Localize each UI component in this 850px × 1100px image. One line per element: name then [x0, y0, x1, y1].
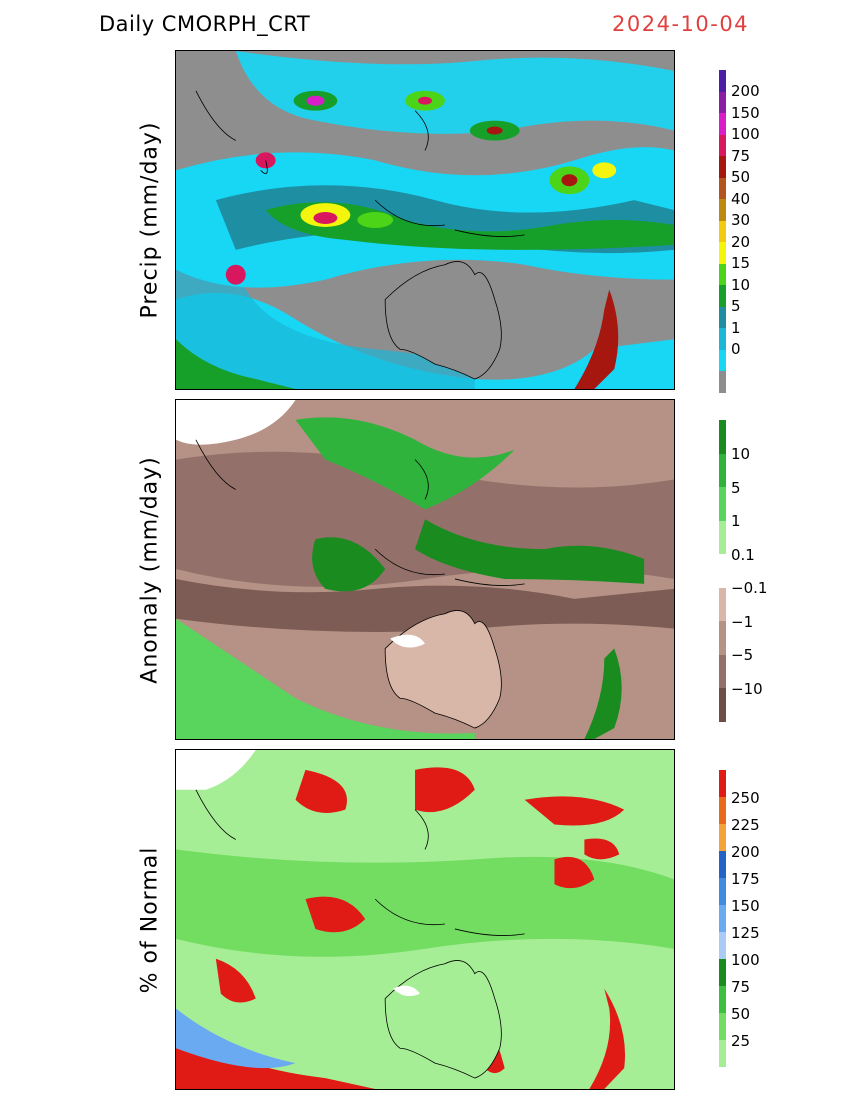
- colorbar-segment: [719, 199, 726, 221]
- precip-map-image: [176, 51, 674, 389]
- percent-normal-colorbar: [719, 770, 726, 1067]
- colorbar-tick-label: 20: [731, 232, 751, 251]
- colorbar-tick-label: −1: [731, 612, 754, 631]
- colorbar-tick-label: 75: [731, 146, 751, 165]
- colorbar-segment: [719, 1040, 726, 1067]
- colorbar-segment: [719, 177, 726, 199]
- colorbar-tick-label: 1: [731, 318, 741, 337]
- colorbar-tick-label: 15: [731, 254, 751, 272]
- colorbar-tick-label: 150: [731, 103, 760, 122]
- colorbar-tick-label: 10: [731, 275, 751, 294]
- colorbar-segment: [719, 134, 726, 156]
- colorbar-segment: [719, 156, 726, 178]
- precip-axis-label: Precip (mm/day): [137, 121, 163, 319]
- colorbar-tick-label: 125: [731, 924, 760, 942]
- anomaly-map: [175, 399, 675, 740]
- percent-normal-map-image: [176, 750, 674, 1089]
- colorbar-tick-label: 75: [731, 978, 751, 996]
- precip-colorbar: [719, 70, 726, 393]
- colorbar-segment: [719, 654, 726, 688]
- colorbar-tick-label: 250: [731, 789, 760, 807]
- colorbar-segment: [719, 554, 726, 588]
- colorbar-segment: [719, 520, 726, 554]
- colorbar-tick-label: 0.1: [731, 545, 755, 564]
- colorbar-tick-label: −10: [731, 679, 763, 698]
- colorbar-tick-label: 175: [731, 870, 760, 888]
- colorbar-segment: [719, 688, 726, 722]
- colorbar-tick-label: 200: [731, 843, 760, 861]
- colorbar-segment: [719, 905, 726, 932]
- colorbar-segment: [719, 824, 726, 851]
- colorbar-segment: [719, 878, 726, 905]
- colorbar-tick-label: 40: [731, 189, 751, 208]
- percent-normal-map: [175, 749, 675, 1090]
- colorbar-segment: [719, 306, 726, 328]
- colorbar-segment: [719, 220, 726, 242]
- colorbar-segment: [719, 851, 726, 878]
- colorbar-segment: [719, 91, 726, 113]
- colorbar-tick-label: 200: [731, 82, 760, 100]
- colorbar-segment: [719, 986, 726, 1013]
- chart-title: Daily CMORPH_CRT: [99, 12, 311, 36]
- colorbar-segment: [719, 621, 726, 655]
- colorbar-segment: [719, 797, 726, 824]
- colorbar-segment: [719, 587, 726, 621]
- colorbar-tick-label: 100: [731, 125, 760, 143]
- colorbar-segment: [719, 285, 726, 307]
- colorbar-tick-label: 50: [731, 168, 751, 186]
- colorbar-tick-label: 25: [731, 1032, 751, 1050]
- colorbar-segment: [719, 453, 726, 487]
- colorbar-tick-label: 225: [731, 816, 760, 834]
- colorbar-tick-label: 10: [731, 445, 751, 463]
- anomaly-axis-label: Anomaly (mm/day): [137, 456, 163, 684]
- colorbar-segment: [719, 371, 726, 393]
- colorbar-segment: [719, 328, 726, 350]
- percent-normal-axis-label: % of Normal: [137, 846, 163, 994]
- colorbar-segment: [719, 242, 726, 264]
- colorbar-tick-label: 30: [731, 211, 751, 229]
- colorbar-segment: [719, 959, 726, 986]
- colorbar-tick-label: 150: [731, 897, 760, 915]
- colorbar-tick-label: 5: [731, 478, 741, 497]
- date-label: 2024-10-04: [612, 12, 750, 36]
- colorbar-tick-label: 5: [731, 297, 741, 315]
- anomaly-colorbar: [719, 420, 726, 722]
- colorbar-tick-label: 1: [731, 512, 741, 530]
- colorbar-segment: [719, 932, 726, 959]
- colorbar-tick-label: 50: [731, 1005, 751, 1023]
- colorbar-tick-label: −0.1: [731, 579, 768, 597]
- colorbar-segment: [719, 263, 726, 285]
- colorbar-tick-label: 0: [731, 340, 741, 358]
- colorbar-segment: [719, 487, 726, 521]
- anomaly-map-image: [176, 400, 674, 739]
- colorbar-segment: [719, 770, 726, 797]
- colorbar-tick-label: −5: [731, 646, 754, 664]
- colorbar-segment: [719, 1013, 726, 1040]
- colorbar-segment: [719, 70, 726, 92]
- precip-map: [175, 50, 675, 390]
- colorbar-segment: [719, 349, 726, 371]
- colorbar-segment: [719, 113, 726, 135]
- colorbar-segment: [719, 420, 726, 454]
- colorbar-tick-label: 100: [731, 951, 760, 969]
